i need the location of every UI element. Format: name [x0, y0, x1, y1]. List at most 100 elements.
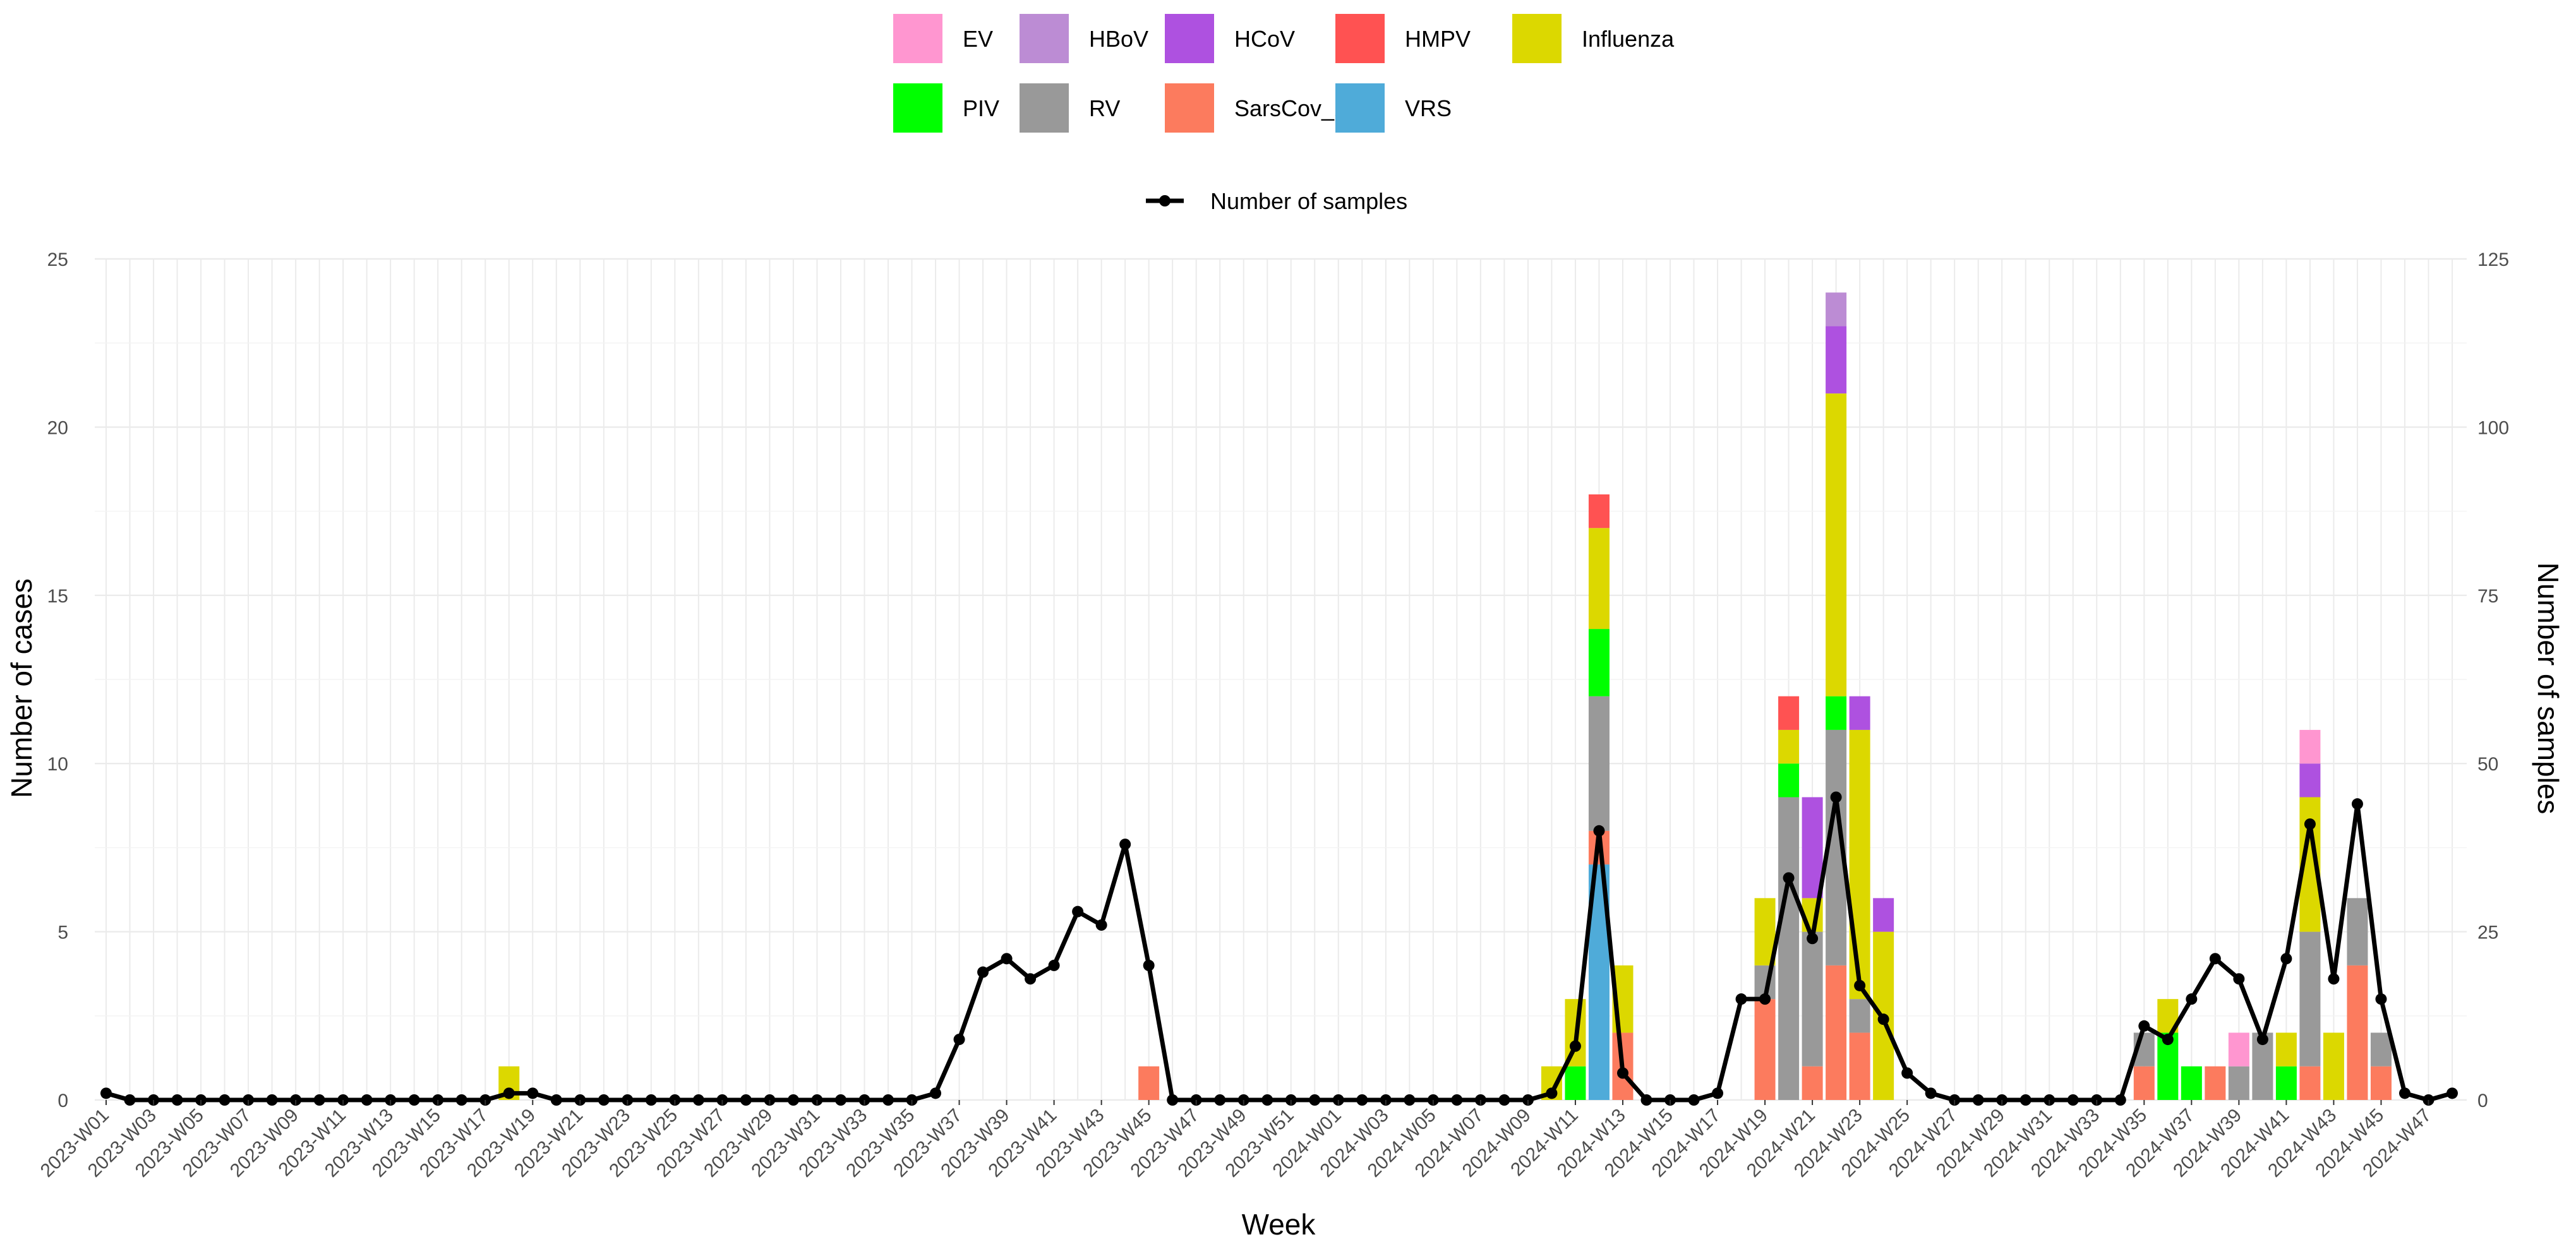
- bar-hcov-2024-w21: [1802, 797, 1823, 899]
- y2-tick-label: 0: [2477, 1091, 2488, 1111]
- legend-swatch-influenza: [1512, 14, 1562, 63]
- samples-point-2024-w11: [1569, 1040, 1581, 1052]
- samples-point-2023-w45: [1143, 959, 1155, 971]
- legend-label-hcov: HCoV: [1234, 26, 1295, 52]
- x-axis: 2023-W012023-W032023-W052023-W072023-W09…: [37, 1100, 2435, 1181]
- samples-point-2024-w35: [2138, 1020, 2150, 1032]
- bar-hcov-2024-w42: [2299, 763, 2321, 798]
- bar-hmpv-2024-w20: [1778, 696, 1800, 730]
- bar-influenza-2024-w41: [2275, 1032, 2297, 1067]
- legend-swatch-rv: [1020, 83, 1069, 133]
- bar-sarscov-2-2024-w21: [1802, 1066, 1823, 1100]
- bar-rv-2024-w42: [2299, 931, 2321, 1067]
- bar-piv-2024-w37: [2181, 1066, 2202, 1100]
- samples-point-2024-w23: [1854, 979, 1866, 991]
- bar-ev-2024-w42: [2299, 729, 2321, 764]
- samples-point-2023-w34: [882, 1094, 894, 1106]
- samples-point-2024-w20: [1783, 872, 1795, 884]
- samples-point-2024-w28: [1972, 1094, 1984, 1106]
- bar-influenza-2024-w22: [1826, 393, 1847, 696]
- bar-hbov-2024-w22: [1826, 292, 1847, 326]
- samples-point-2024-w17: [1712, 1087, 1724, 1099]
- samples-point-2024-w18: [1735, 993, 1747, 1005]
- y-tick-label: 25: [47, 249, 68, 270]
- y-axis-title: Number of cases: [5, 578, 38, 798]
- bar-piv-2024-w41: [2275, 1066, 2297, 1100]
- samples-point-2023-w20: [550, 1094, 562, 1106]
- y2-tick-label: 75: [2477, 586, 2498, 607]
- bar-sarscov-2-2024-w42: [2299, 1066, 2321, 1100]
- samples-point-2024-w08: [1498, 1094, 1510, 1106]
- bar-rv-2024-w23: [1849, 999, 1870, 1033]
- bar-sarscov-2-2024-w45: [2370, 1066, 2392, 1100]
- samples-point-2024-w44: [2351, 798, 2363, 810]
- samples-point-2023-w26: [692, 1094, 704, 1106]
- bar-sarscov-2-2024-w22: [1826, 965, 1847, 1100]
- samples-point-2023-w42: [1072, 905, 1084, 917]
- samples-point-2023-w44: [1119, 839, 1131, 851]
- legend-label-vrs: VRS: [1405, 95, 1452, 121]
- bar-sarscov-2-2024-w23: [1849, 1032, 1870, 1100]
- legend-label-number-of-samples: Number of samples: [1210, 188, 1407, 214]
- y2-axis-title: Number of samples: [2532, 563, 2565, 815]
- samples-point-2024-w24: [1877, 1013, 1889, 1025]
- y-tick-label: 5: [57, 923, 68, 943]
- legend-label-rv: RV: [1089, 95, 1120, 121]
- bar-piv-2024-w11: [1565, 1066, 1586, 1100]
- bar-hcov-2024-w22: [1826, 326, 1847, 394]
- samples-line-path: [105, 794, 2453, 1103]
- y-tick-label: 0: [57, 1091, 68, 1111]
- samples-point-2023-w39: [1001, 953, 1013, 965]
- legend-swatch-sarscov-2: [1165, 83, 1214, 133]
- samples-point-2024-w12: [1593, 825, 1605, 837]
- y2-tick-label: 50: [2477, 754, 2498, 775]
- legend: EV HBoV HCoV HMPV Influenza PIV RV SarsCov_2 VRS…: [893, 14, 1675, 214]
- samples-point-2023-w40: [1025, 973, 1037, 985]
- bar-sarscov-2-2024-w44: [2347, 965, 2368, 1100]
- samples-point-2023-w41: [1048, 959, 1060, 971]
- samples-point-2023-w01: [100, 1087, 112, 1099]
- samples-point-2023-w19: [527, 1087, 539, 1099]
- bar-rv-2024-w21: [1802, 931, 1823, 1067]
- x-axis-title: Week: [1242, 1208, 1316, 1241]
- samples-point-2024-w43: [2328, 973, 2340, 985]
- samples-point-2023-w32: [834, 1094, 846, 1106]
- samples-point-2023-w02: [124, 1094, 136, 1106]
- legend-swatch-ev: [893, 14, 942, 63]
- samples-point-2024-w10: [1546, 1087, 1558, 1099]
- grid: [95, 258, 2467, 1101]
- samples-point-2023-w08: [266, 1094, 278, 1106]
- bar-sarscov-2-2023-w45: [1138, 1066, 1160, 1100]
- samples-point-2024-w34: [2114, 1094, 2126, 1106]
- samples-point-2024-w25: [1901, 1067, 1913, 1079]
- samples-point-2024-w22: [1830, 791, 1842, 803]
- samples-point-2023-w10: [313, 1094, 325, 1106]
- samples-point-2024-w39: [2233, 973, 2245, 985]
- bar-influenza-2024-w23: [1849, 729, 1870, 1000]
- legend-swatch-piv: [893, 83, 942, 133]
- bar-hmpv-2024-w12: [1588, 494, 1610, 529]
- bar-influenza-2024-w20: [1778, 729, 1800, 764]
- bar-rv-2024-w44: [2347, 898, 2368, 965]
- samples-point-2023-w46: [1167, 1094, 1179, 1106]
- bar-sarscov-2-2024-w38: [2205, 1066, 2226, 1100]
- y2-tick-label: 100: [2477, 417, 2509, 438]
- samples-point-2024-w14: [1640, 1094, 1652, 1106]
- samples-point-2023-w16: [455, 1094, 467, 1106]
- bar-piv-2024-w12: [1588, 629, 1610, 696]
- y-axis-left: 0 5 10 15 20 25: [47, 249, 68, 1111]
- samples-point-2024-w30: [2019, 1094, 2031, 1106]
- samples-point-2023-w30: [787, 1094, 799, 1106]
- bar-influenza-2024-w12: [1588, 528, 1610, 630]
- samples-point-2023-w48: [1214, 1094, 1226, 1106]
- samples-point-2023-w38: [977, 966, 989, 978]
- samples-point-2024-w48: [2447, 1087, 2458, 1099]
- legend-swatch-hmpv: [1335, 14, 1385, 63]
- legend-label-influenza: Influenza: [1582, 26, 1675, 52]
- legend-swatch-hbov: [1020, 14, 1069, 63]
- bars: [498, 292, 2392, 1100]
- legend-point-sample: [1159, 195, 1171, 206]
- samples-point-2024-w40: [2256, 1034, 2268, 1046]
- samples-point-2024-w16: [1688, 1094, 1700, 1106]
